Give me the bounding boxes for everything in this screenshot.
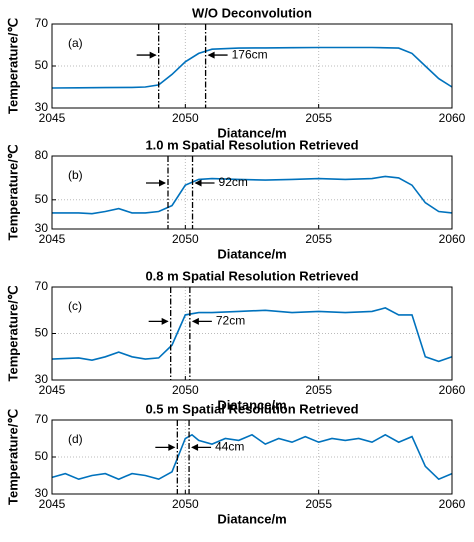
- y-axis-label: Temperature/℃: [5, 409, 20, 505]
- panel-label: (d): [68, 432, 83, 446]
- x-tick-label: 2060: [439, 497, 466, 511]
- panel-label: (c): [68, 299, 82, 313]
- arrow-head: [161, 317, 169, 325]
- data-line: [51, 307, 453, 363]
- y-tick-label: 70: [35, 16, 49, 30]
- y-tick-label: 70: [35, 412, 49, 426]
- y-axis-label: Temperature/℃: [5, 286, 20, 382]
- data-line: [51, 433, 453, 481]
- x-axis-label: Diatance/m: [217, 246, 286, 261]
- x-tick-label: 2060: [439, 111, 466, 125]
- arrow-head: [159, 179, 166, 187]
- panel-label: (b): [68, 168, 83, 182]
- x-tick-label: 2060: [439, 383, 466, 397]
- y-tick-label: 30: [35, 100, 49, 114]
- x-tick-label: 2050: [172, 383, 199, 397]
- chart-title: W/O Deconvolution: [192, 5, 312, 20]
- y-tick-label: 80: [35, 148, 49, 162]
- chart-title: 0.5 m Spatial Resolution Retrieved: [145, 401, 358, 416]
- x-tick-label: 2055: [305, 497, 332, 511]
- axes-box: [51, 155, 453, 230]
- arrow-head: [191, 443, 199, 451]
- arrow-head: [168, 443, 176, 451]
- x-tick-label: 2055: [305, 232, 332, 246]
- x-tick-label: 2045: [39, 111, 66, 125]
- x-tick-label: 2055: [305, 111, 332, 125]
- x-tick-label: 2045: [39, 383, 66, 397]
- y-axis-label: Temperature/℃: [5, 18, 20, 114]
- x-tick-label: 2050: [172, 232, 199, 246]
- y-tick-label: 50: [35, 192, 49, 206]
- x-axis-label: Diatance/m: [217, 511, 286, 526]
- x-tick-label: 2050: [172, 111, 199, 125]
- y-tick-label: 30: [35, 372, 49, 386]
- annotation: 72cm: [216, 314, 245, 328]
- x-tick-label: 2060: [439, 232, 466, 246]
- y-tick-label: 70: [35, 279, 49, 293]
- y-tick-label: 50: [35, 449, 49, 463]
- y-tick-label: 30: [35, 486, 49, 500]
- x-tick-label: 2045: [39, 232, 66, 246]
- arrow-head: [194, 179, 202, 187]
- arrow-head: [191, 317, 199, 325]
- y-tick-label: 30: [35, 221, 49, 235]
- x-axis-label: Diatance/m: [217, 397, 286, 412]
- axes-box: [51, 286, 453, 381]
- y-axis-label: Temperature/℃: [5, 145, 20, 241]
- annotation: 176cm: [232, 47, 268, 61]
- arrow-head: [207, 51, 215, 59]
- x-tick-label: 2045: [39, 497, 66, 511]
- y-tick-label: 50: [35, 58, 49, 72]
- data-line: [52, 175, 453, 215]
- x-tick-label: 2055: [305, 383, 332, 397]
- y-tick-label: 50: [35, 326, 49, 340]
- x-axis-label: Diatance/m: [217, 125, 286, 140]
- arrow-head: [149, 51, 157, 59]
- chart-title: 0.8 m Spatial Resolution Retrieved: [145, 268, 358, 283]
- annotation: 92cm: [219, 175, 248, 189]
- chart-title: 1.0 m Spatial Resolution Retrieved: [145, 137, 358, 152]
- annotation: 44cm: [215, 440, 244, 454]
- data-line: [51, 46, 453, 89]
- x-tick-label: 2050: [172, 497, 199, 511]
- panel-label: (a): [68, 36, 83, 50]
- axes-box: [51, 23, 453, 109]
- axes-box: [51, 419, 453, 495]
